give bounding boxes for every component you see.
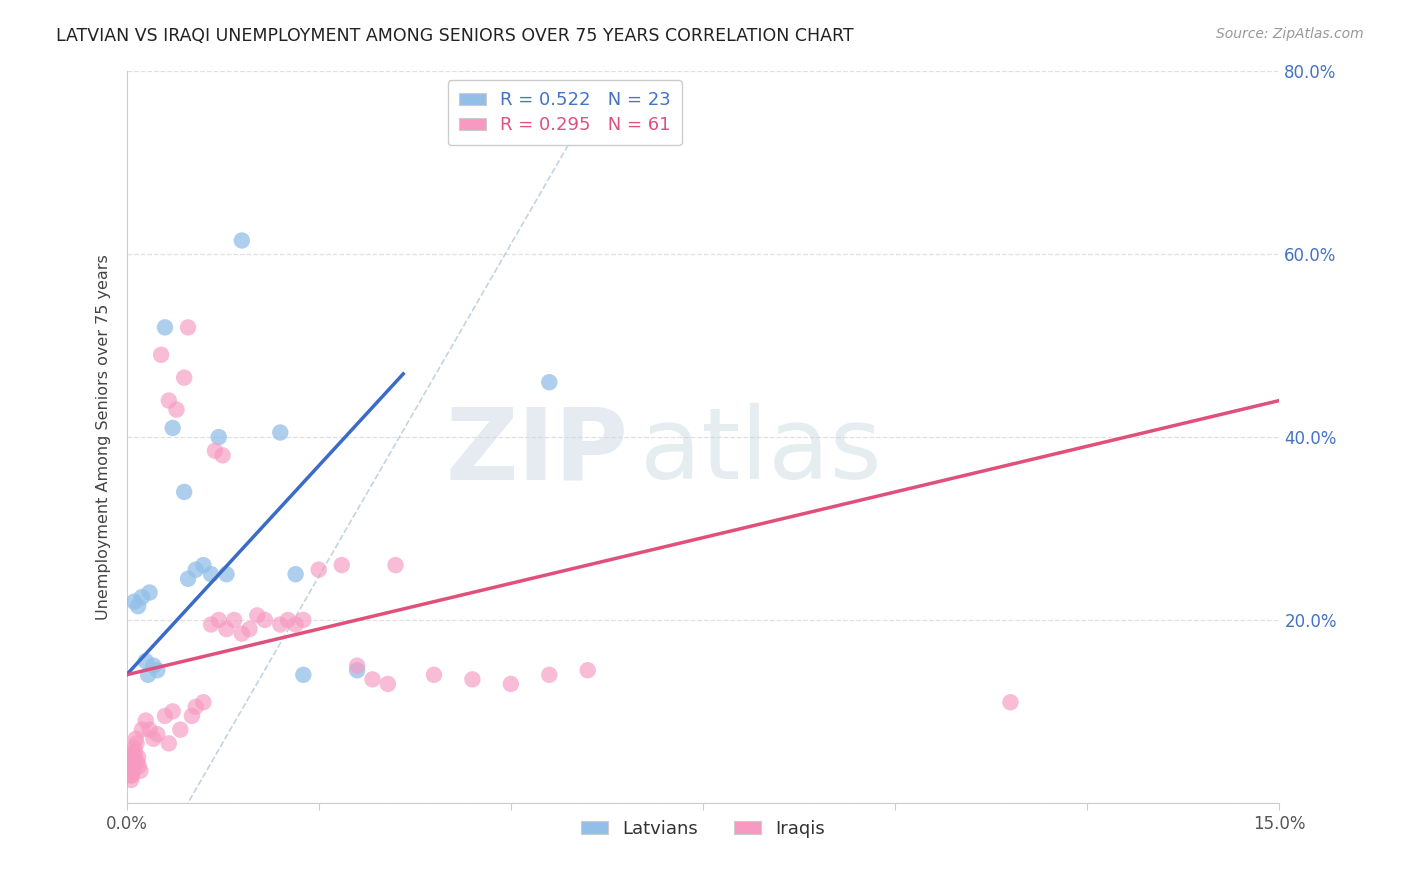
Point [200, 617, 222, 632]
Point [120, 759, 142, 773]
Point [121, 759, 143, 773]
Point [292, 667, 315, 681]
Point [127, 755, 149, 769]
Point [138, 585, 160, 599]
Point [1000, 695, 1022, 709]
Point [166, 402, 188, 417]
Text: atlas: atlas [640, 403, 882, 500]
Point [121, 750, 143, 764]
Point [177, 320, 200, 334]
Point [122, 755, 145, 769]
Point [184, 699, 207, 714]
Point [330, 558, 353, 573]
Point [384, 558, 406, 573]
Point [129, 764, 152, 778]
Point [377, 677, 399, 691]
Point [131, 723, 153, 737]
Point [135, 654, 157, 668]
Point [120, 768, 142, 782]
Point [204, 443, 226, 458]
Text: Source: ZipAtlas.com: Source: ZipAtlas.com [1216, 27, 1364, 41]
Point [169, 723, 191, 737]
Point [224, 613, 246, 627]
Point [499, 677, 522, 691]
Point [135, 714, 157, 728]
Legend: Latvians, Iraqis: Latvians, Iraqis [574, 813, 832, 845]
Point [122, 764, 145, 778]
Point [157, 393, 180, 408]
Point [253, 613, 276, 627]
Y-axis label: Unemployment Among Seniors over 75 years: Unemployment Among Seniors over 75 years [96, 254, 111, 620]
Point [121, 746, 143, 760]
Point [173, 485, 195, 500]
Text: LATVIAN VS IRAQI UNEMPLOYMENT AMONG SENIORS OVER 75 YEARS CORRELATION CHART: LATVIAN VS IRAQI UNEMPLOYMENT AMONG SENI… [56, 27, 853, 45]
Point [122, 755, 145, 769]
Point [208, 613, 231, 627]
Point [177, 572, 200, 586]
Point [153, 320, 176, 334]
Point [284, 617, 307, 632]
Point [538, 667, 561, 681]
Point [284, 567, 307, 582]
Point [200, 567, 222, 582]
Point [118, 764, 141, 778]
Point [346, 663, 368, 677]
Point [231, 234, 253, 248]
Point [127, 750, 149, 764]
Point [124, 746, 146, 760]
Point [173, 370, 195, 384]
Point [215, 622, 238, 636]
Point [125, 736, 148, 750]
Point [215, 567, 238, 582]
Point [211, 448, 233, 462]
Point [162, 421, 184, 435]
Point [153, 709, 176, 723]
Point [180, 709, 202, 723]
Point [146, 663, 169, 677]
Point [146, 727, 169, 741]
Point [120, 772, 142, 787]
Point [269, 617, 291, 632]
Point [138, 723, 160, 737]
Point [361, 673, 384, 687]
Point [162, 705, 184, 719]
Point [184, 563, 207, 577]
Point [128, 759, 150, 773]
Point [122, 740, 145, 755]
Point [461, 673, 484, 687]
Point [292, 613, 315, 627]
Point [121, 768, 143, 782]
Point [142, 658, 165, 673]
Point [231, 626, 253, 640]
Point [131, 590, 153, 604]
Point [142, 731, 165, 746]
Point [125, 731, 148, 746]
Point [308, 563, 330, 577]
Point [193, 695, 215, 709]
Point [136, 667, 159, 681]
Point [238, 622, 260, 636]
Point [150, 348, 173, 362]
Point [277, 613, 299, 627]
Point [127, 599, 149, 614]
Text: ZIP: ZIP [446, 403, 628, 500]
Point [122, 594, 145, 608]
Point [269, 425, 291, 440]
Point [576, 663, 599, 677]
Point [346, 658, 368, 673]
Point [538, 375, 561, 389]
Point [193, 558, 215, 573]
Point [246, 608, 269, 623]
Point [157, 736, 180, 750]
Point [208, 430, 231, 444]
Point [423, 667, 446, 681]
